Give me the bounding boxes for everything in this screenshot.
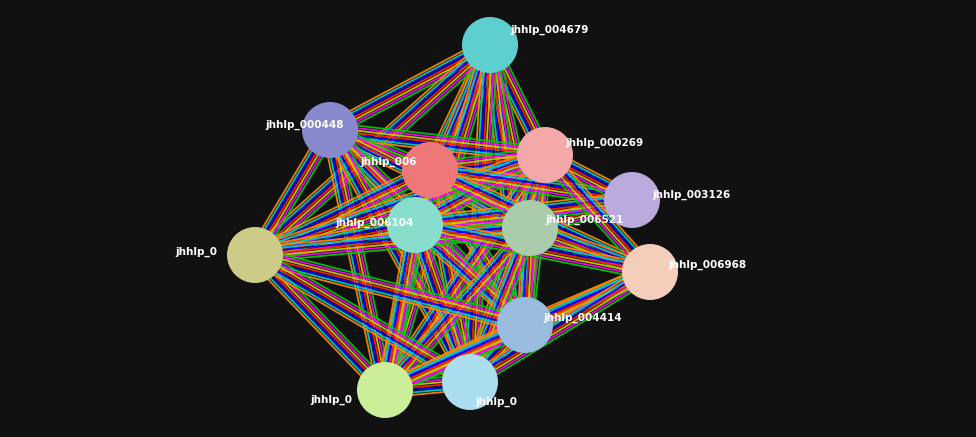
Text: jhhlp_0: jhhlp_0 — [310, 395, 352, 405]
Circle shape — [622, 244, 678, 300]
Circle shape — [442, 354, 498, 410]
Text: jhhlp_000269: jhhlp_000269 — [565, 138, 643, 148]
Text: jhhlp_0: jhhlp_0 — [175, 247, 217, 257]
Circle shape — [387, 197, 443, 253]
Text: jhhlp_004679: jhhlp_004679 — [510, 25, 589, 35]
Text: jhhlp_006521: jhhlp_006521 — [545, 215, 624, 225]
Text: jhhlp_0: jhhlp_0 — [475, 397, 517, 407]
Circle shape — [357, 362, 413, 418]
Circle shape — [462, 17, 518, 73]
Text: jhhlp_006: jhhlp_006 — [360, 157, 417, 167]
Circle shape — [302, 102, 358, 158]
Circle shape — [402, 142, 458, 198]
Text: jhhlp_003126: jhhlp_003126 — [652, 190, 730, 200]
Circle shape — [497, 297, 553, 353]
Circle shape — [517, 127, 573, 183]
Circle shape — [227, 227, 283, 283]
Circle shape — [502, 200, 558, 256]
Text: jhhlp_000448: jhhlp_000448 — [265, 120, 344, 130]
Circle shape — [604, 172, 660, 228]
Text: jhhlp_004414: jhhlp_004414 — [543, 313, 622, 323]
Text: jhhlp_006968: jhhlp_006968 — [668, 260, 746, 270]
Text: jhhlp_006104: jhhlp_006104 — [335, 218, 414, 228]
